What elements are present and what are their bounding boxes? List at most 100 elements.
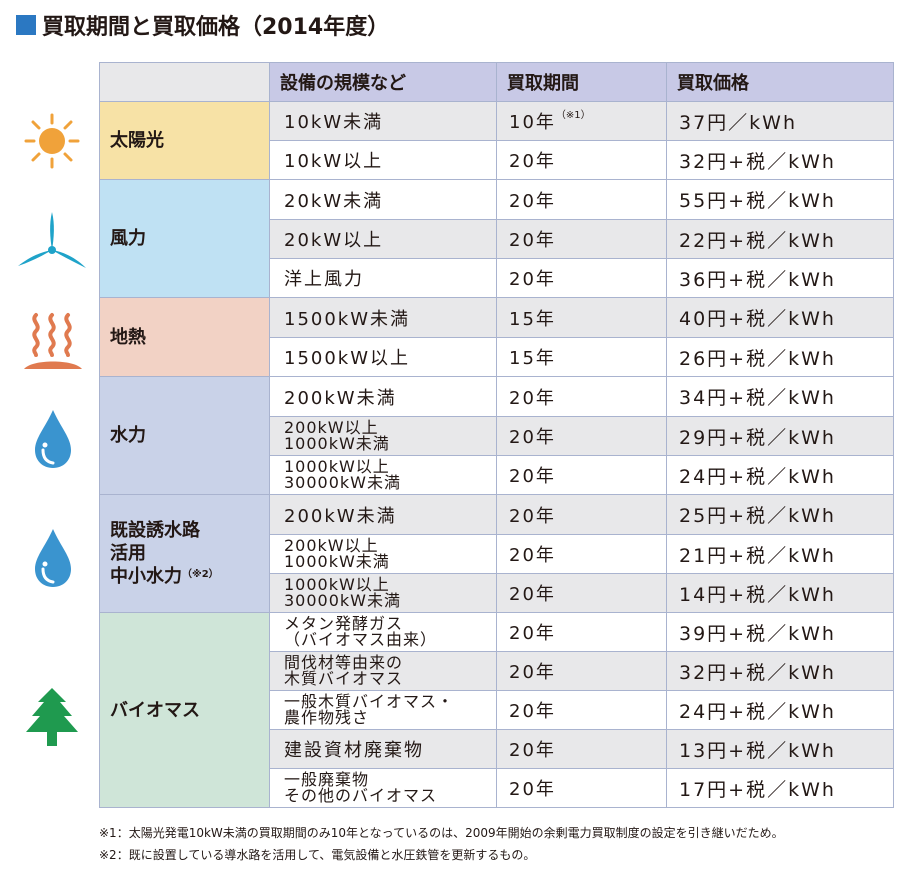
scale-line-1: 一般廃棄物 [284, 770, 370, 789]
table-row: 20kW以上 20年 22円+税／kWh [100, 219, 894, 259]
price-cell: 37円／kWh [666, 101, 894, 141]
scale-cell: 一般木質バイオマス・ 農作物残さ [269, 690, 497, 730]
scale-line-1: メタン発酵ガス [284, 614, 404, 633]
table-header-row: 設備の規模など 買取期間 買取価格 [99, 62, 894, 102]
price-cell: 39円+税／kWh [666, 612, 894, 652]
scale-line-2: その他のバイオマス [284, 786, 438, 805]
price-cell: 25円+税／kWh [666, 494, 894, 535]
category-line-2: 活用 [110, 543, 146, 564]
scale-cell: 20kW以上 [269, 219, 497, 259]
period-cell: 15年 [496, 337, 667, 377]
table-row: 風力 20kW未満 20年 55円+税／kWh [99, 179, 894, 298]
table-row: 一般廃棄物 その他のバイオマス 20年 17円+税／kWh [100, 768, 894, 808]
period-cell: 20年 [496, 534, 667, 574]
price-cell: 34円+税／kWh [666, 376, 894, 417]
scale-line-1: 1000kW以上 [284, 457, 390, 476]
water-drop-icon [35, 410, 71, 468]
period-cell: 20年 [496, 219, 667, 259]
scale-line-2: 1000kW未満 [284, 434, 390, 453]
period-cell: 20年 [496, 612, 667, 652]
table-row: 既設誘水路 活用 中小水力（※2） 200kW未満 20年 25円+税／kWh [99, 494, 894, 613]
scale-cell: 1000kW以上 30000kW未満 [269, 573, 497, 613]
period-cell: 10年（※1） [496, 101, 667, 141]
scale-cell: 10kW未満 [269, 101, 497, 141]
price-cell: 17円+税／kWh [666, 768, 894, 808]
period-cell: 20年 [496, 494, 667, 535]
scale-cell: 一般廃棄物 その他のバイオマス [269, 768, 497, 808]
scale-cell: 200kW未満 [269, 376, 497, 417]
table-row: 200kW以上 1000kW未満 20年 29円+税／kWh [100, 416, 894, 456]
period-cell: 20年 [496, 651, 667, 691]
period-note: （※1） [555, 110, 591, 121]
period-cell: 20年 [496, 690, 667, 730]
scale-cell: 200kW以上 1000kW未満 [269, 534, 497, 574]
scale-line-2: 30000kW未満 [284, 591, 401, 610]
scale-cell: 1500kW未満 [269, 297, 497, 338]
scale-line-1: 1000kW以上 [284, 575, 390, 594]
scale-cell: 20kW未満 [269, 179, 497, 220]
category-note: （※2） [182, 569, 219, 580]
page-title-text: 買取期間と買取価格（2014年度） [42, 15, 390, 40]
category-wind: 風力 [99, 179, 270, 298]
price-cell: 14円+税／kWh [666, 573, 894, 613]
scale-cell: 1500kW以上 [269, 337, 497, 377]
scale-cell: 200kW未満 [269, 494, 497, 535]
category-line-1: 既設誘水路 [110, 520, 200, 541]
scale-line-2: （バイオマス由来） [284, 630, 438, 649]
category-existing-waterway-hydro: 既設誘水路 活用 中小水力（※2） [99, 494, 270, 613]
table-row: 200kW以上 1000kW未満 20年 21円+税／kWh [100, 534, 894, 574]
scale-line-1: 200kW以上 [284, 418, 379, 437]
scale-cell: 間伐材等由来の 木質バイオマス [269, 651, 497, 691]
price-cell: 22円+税／kWh [666, 219, 894, 259]
sun-icon [24, 113, 80, 169]
period-cell: 20年 [496, 258, 667, 298]
scale-cell: 200kW以上 1000kW未満 [269, 416, 497, 456]
table-row: 1000kW以上 30000kW未満 20年 14円+税／kWh [100, 573, 894, 613]
header-scale: 設備の規模など [269, 62, 497, 102]
table-row: 洋上風力 20年 36円+税／kWh [100, 258, 894, 298]
footnotes: ※1：太陽光発電10kW未満の買取期間のみ10年となっているのは、2009年開始… [99, 822, 784, 866]
period-cell: 20年 [496, 179, 667, 220]
price-cell: 55円+税／kWh [666, 179, 894, 220]
water-drop-icon-2 [35, 529, 71, 587]
footnote-2: ※2：既に設置している導水路を活用して、電気設備と水圧鉄管を更新するもの。 [99, 848, 536, 862]
scale-cell: 10kW以上 [269, 140, 497, 180]
category-line-3: 中小水力（※2） [110, 566, 219, 587]
scale-line-2: 1000kW未満 [284, 552, 390, 571]
category-solar: 太陽光 [99, 101, 270, 180]
hot-spring-icon [24, 313, 82, 369]
price-cell: 36円+税／kWh [666, 258, 894, 298]
table-row: 地熱 1500kW未満 15年 40円+税／kWh [99, 297, 894, 377]
period-cell: 20年 [496, 573, 667, 613]
price-cell: 26円+税／kWh [666, 337, 894, 377]
scale-line-2: 木質バイオマス [284, 669, 404, 688]
header-corner [99, 62, 270, 102]
table-row: 建設資材廃棄物 20年 13円+税／kWh [100, 729, 894, 769]
price-cell: 13円+税／kWh [666, 729, 894, 769]
scale-line-2: 30000kW未満 [284, 473, 401, 492]
table-row: 一般木質バイオマス・ 農作物残さ 20年 24円+税／kWh [100, 690, 894, 730]
period-cell: 20年 [496, 455, 667, 495]
price-cell: 32円+税／kWh [666, 651, 894, 691]
price-cell: 24円+税／kWh [666, 455, 894, 495]
price-cell: 29円+税／kWh [666, 416, 894, 456]
table-row: 間伐材等由来の 木質バイオマス 20年 32円+税／kWh [100, 651, 894, 691]
footnote-1: ※1：太陽光発電10kW未満の買取期間のみ10年となっているのは、2009年開始… [99, 826, 784, 840]
title-square-icon [16, 15, 36, 35]
period-cell: 20年 [496, 416, 667, 456]
price-cell: 32円+税／kWh [666, 140, 894, 180]
table-row: バイオマス メタン発酵ガス （バイオマス由来） 20年 39円+税／kWh [99, 612, 894, 808]
tree-icon [26, 688, 78, 746]
scale-line-1: 200kW以上 [284, 536, 379, 555]
header-period: 買取期間 [496, 62, 667, 102]
table-row: 1000kW以上 30000kW未満 20年 24円+税／kWh [100, 455, 894, 495]
scale-cell: 建設資材廃棄物 [269, 729, 497, 769]
category-hydro: 水力 [99, 376, 270, 495]
price-cell: 21円+税／kWh [666, 534, 894, 574]
period-cell: 20年 [496, 729, 667, 769]
table-row: 水力 200kW未満 20年 34円+税／kWh [99, 376, 894, 495]
period-value: 10年 [509, 112, 556, 133]
period-cell: 20年 [496, 376, 667, 417]
table-row: 太陽光 10kW未満 10年（※1） 37円／kWh [99, 101, 894, 180]
scale-cell: 1000kW以上 30000kW未満 [269, 455, 497, 495]
